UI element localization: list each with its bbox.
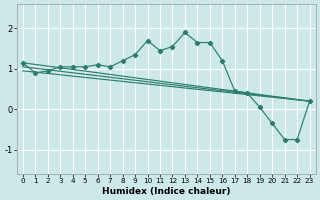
X-axis label: Humidex (Indice chaleur): Humidex (Indice chaleur) (102, 187, 230, 196)
